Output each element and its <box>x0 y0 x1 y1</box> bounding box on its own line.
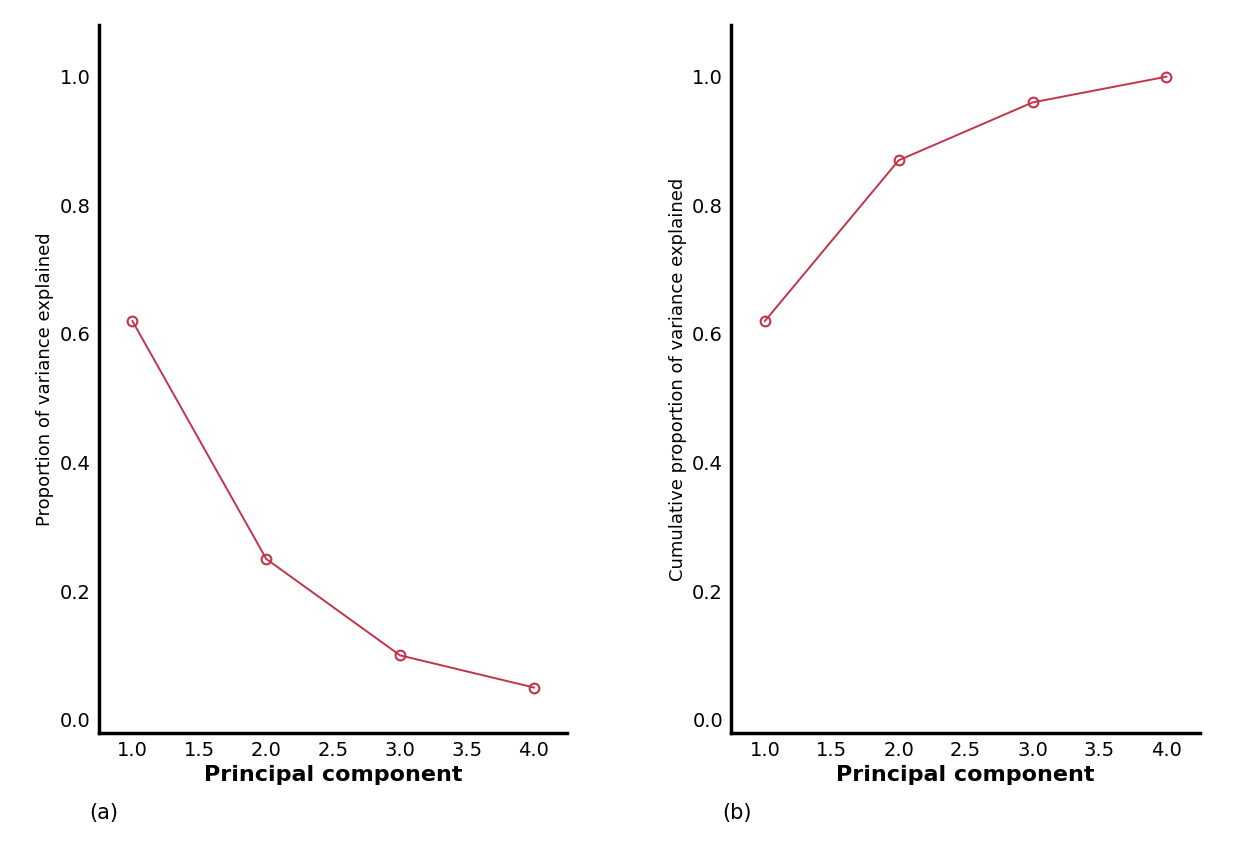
Text: (b): (b) <box>722 803 752 823</box>
X-axis label: Principal component: Principal component <box>836 765 1095 786</box>
X-axis label: Principal component: Principal component <box>204 765 463 786</box>
Text: (a): (a) <box>89 803 119 823</box>
Y-axis label: Proportion of variance explained: Proportion of variance explained <box>36 232 54 525</box>
Y-axis label: Cumulative proportion of variance explained: Cumulative proportion of variance explai… <box>669 178 687 580</box>
